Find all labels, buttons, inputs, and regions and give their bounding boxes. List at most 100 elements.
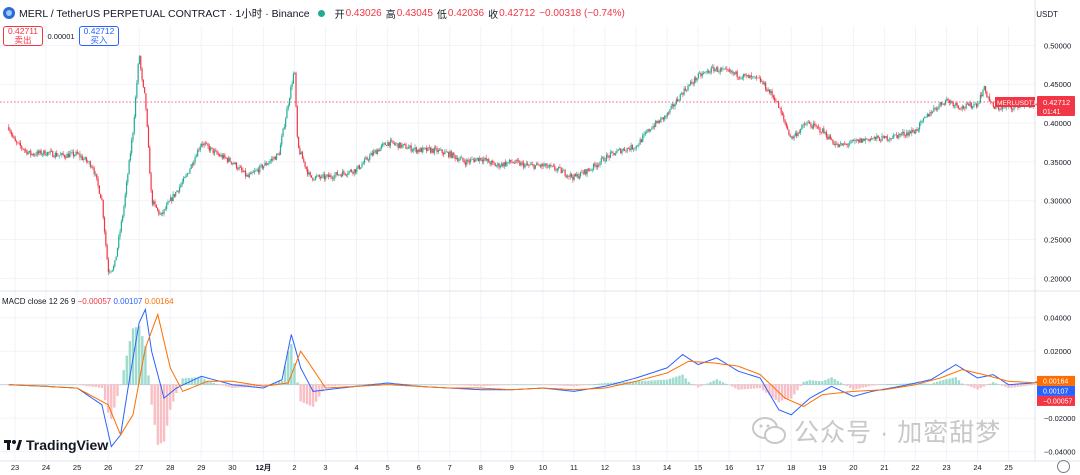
macd-histogram-bar — [507, 384, 510, 386]
macd-histogram-bar — [432, 384, 436, 386]
open-value: 0.43026 — [345, 7, 382, 19]
macd-name: MACD — [2, 297, 26, 306]
candle — [541, 163, 543, 167]
macd-histogram-bar — [75, 384, 79, 386]
candle — [454, 155, 456, 159]
candle — [48, 152, 50, 153]
candle — [125, 182, 128, 195]
candle — [79, 153, 81, 158]
candle — [639, 139, 641, 145]
macd-histogram-bar — [302, 384, 305, 403]
macd-histogram-bar — [1001, 384, 1004, 386]
candle — [301, 152, 304, 159]
candle — [929, 112, 931, 117]
time-tick-label: 13 — [632, 463, 640, 472]
candle — [850, 140, 852, 144]
candle — [352, 172, 354, 174]
candle — [523, 162, 525, 168]
candle — [953, 105, 956, 107]
candle — [297, 136, 300, 148]
settings-icon[interactable] — [1057, 460, 1070, 473]
symbol-price-tag[interactable] — [995, 97, 1035, 108]
candle — [90, 166, 93, 168]
last-price-tag[interactable] — [1037, 96, 1075, 117]
candle — [446, 152, 448, 153]
candle — [467, 159, 469, 161]
macd-histogram-bar — [544, 384, 548, 386]
candle — [913, 131, 916, 134]
candle — [900, 133, 903, 135]
price-tick-label: 0.50000 — [1044, 41, 1071, 50]
sell-button[interactable]: 0.42711 卖出 — [3, 26, 43, 46]
candle — [219, 154, 221, 157]
candle — [393, 143, 395, 145]
candle — [717, 67, 719, 72]
candle — [634, 148, 636, 150]
candle — [383, 143, 385, 144]
market-status-icon[interactable] — [317, 9, 325, 17]
macd-histogram-bar — [762, 384, 765, 391]
candle — [715, 67, 718, 70]
macd-histogram-bar — [876, 384, 880, 386]
candle — [145, 93, 147, 109]
macd-histogram-bar — [290, 344, 293, 385]
candle — [939, 102, 941, 106]
candle — [524, 164, 526, 168]
macd-histogram-bar — [550, 384, 554, 386]
macd-histogram-bar — [554, 384, 557, 386]
time-tick-label: 8 — [479, 463, 483, 472]
macd-histogram-bar — [252, 384, 256, 387]
candle — [881, 135, 883, 142]
buy-button[interactable]: 0.42712 买入 — [79, 26, 119, 46]
candle — [88, 161, 90, 163]
candle — [426, 147, 428, 152]
time-tick-label: 25 — [73, 463, 81, 472]
candle — [482, 159, 485, 162]
candle — [345, 174, 348, 176]
candle — [567, 175, 569, 177]
macd-signal-tag[interactable] — [1037, 375, 1075, 386]
macd-histogram-bar — [454, 384, 458, 386]
candle — [486, 159, 489, 161]
candle — [604, 160, 606, 162]
symbol-title[interactable]: MERL / TetherUS PERPETUAL CONTRACT · 1小时… — [19, 7, 310, 20]
macd-histogram-bar — [954, 377, 958, 385]
candle — [387, 142, 389, 146]
candle — [107, 259, 110, 273]
candle — [168, 201, 170, 203]
candle — [53, 156, 55, 158]
macd-histogram-bar — [1007, 384, 1010, 389]
candle — [177, 190, 179, 192]
macd-histogram-bar — [979, 384, 982, 389]
time-tick-label: 27 — [135, 463, 143, 472]
candle — [887, 139, 890, 141]
macd-histogram-bar — [184, 378, 187, 385]
candle — [67, 153, 69, 158]
candle — [274, 156, 276, 160]
macd-histogram-bar — [473, 384, 476, 387]
candle — [313, 179, 315, 181]
tradingview-logo[interactable]: TradingView — [4, 437, 108, 453]
candle — [338, 174, 340, 176]
macd-histogram-bar — [162, 384, 166, 442]
candle — [955, 102, 957, 106]
candle — [682, 93, 684, 95]
candle — [878, 137, 881, 141]
candle — [457, 158, 459, 161]
candle — [288, 98, 291, 106]
symbol-header[interactable]: MERL / TetherUS PERPETUAL CONTRACT · 1小时… — [0, 0, 1035, 26]
candle — [57, 155, 59, 157]
currency-label[interactable]: USDT — [1036, 10, 1058, 19]
macd-histogram-bar — [849, 384, 852, 388]
macd-hist-tag[interactable] — [1037, 395, 1075, 406]
candle — [83, 159, 85, 161]
macd-legend[interactable]: MACD close 12 26 9 −0.00057 0.00107 0.00… — [2, 297, 174, 306]
candle — [385, 144, 388, 146]
macd-line-tag[interactable] — [1037, 385, 1075, 396]
macd-histogram-bar — [687, 381, 690, 385]
candle — [229, 157, 231, 162]
candle — [644, 132, 646, 134]
candle — [678, 100, 680, 102]
candle — [217, 153, 219, 155]
